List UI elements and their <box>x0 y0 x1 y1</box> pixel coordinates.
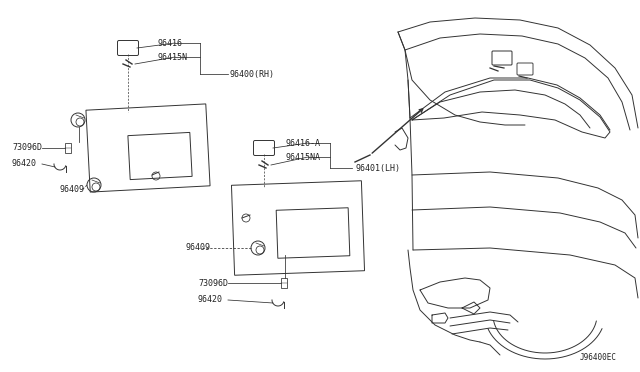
Text: 73096D: 73096D <box>198 279 228 288</box>
Text: 96416-A: 96416-A <box>285 138 320 148</box>
Text: 96401(LH): 96401(LH) <box>355 164 400 173</box>
Text: 96420: 96420 <box>198 295 223 305</box>
Text: 96409: 96409 <box>185 244 210 253</box>
Text: 73096D: 73096D <box>12 144 42 153</box>
Text: 96420: 96420 <box>12 160 37 169</box>
Text: 96400(RH): 96400(RH) <box>230 70 275 78</box>
Text: 96415N: 96415N <box>158 52 188 61</box>
Text: J96400EC: J96400EC <box>580 353 617 362</box>
Text: 96416: 96416 <box>158 38 183 48</box>
Text: 96415NA: 96415NA <box>285 153 320 161</box>
Text: 96409: 96409 <box>60 186 85 195</box>
